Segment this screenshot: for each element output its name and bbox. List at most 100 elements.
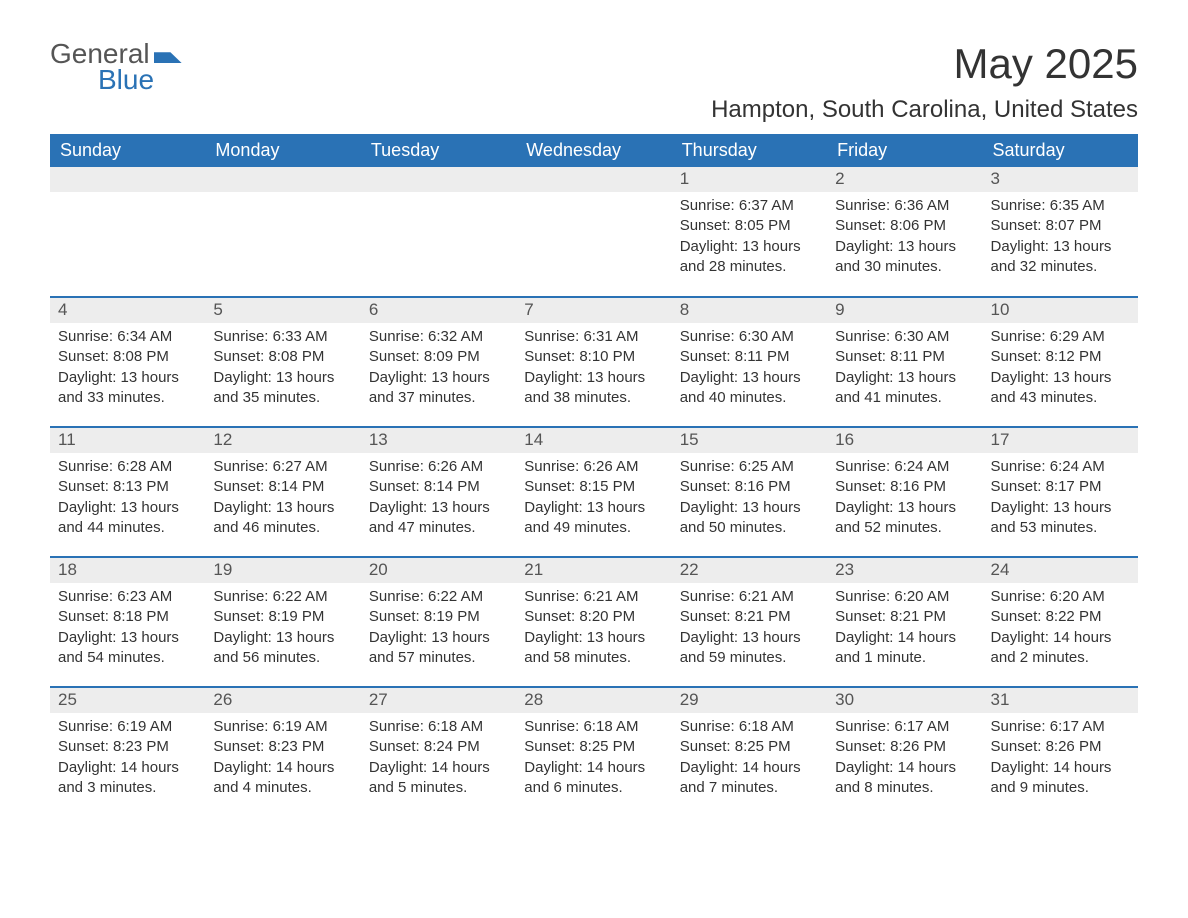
daylight-line-label: Daylight: bbox=[369, 629, 427, 646]
day-body: Sunrise: 6:19 AMSunset: 8:23 PMDaylight:… bbox=[205, 713, 360, 806]
sunrise-line: Sunrise: 6:22 AM bbox=[369, 587, 508, 607]
daylight-line: Daylight: 14 hours and 4 minutes. bbox=[213, 758, 352, 799]
header: General Blue May 2025 Hampton, South Car… bbox=[50, 40, 1138, 124]
calendar-day-cell: 6Sunrise: 6:32 AMSunset: 8:09 PMDaylight… bbox=[361, 297, 516, 427]
sunrise-line-value: 6:21 AM bbox=[583, 588, 638, 605]
day-number-bar: 3 bbox=[983, 167, 1138, 192]
day-number-bar: 1 bbox=[672, 167, 827, 192]
sunset-line-value: 8:18 PM bbox=[113, 608, 169, 625]
calendar-day-cell: 23Sunrise: 6:20 AMSunset: 8:21 PMDayligh… bbox=[827, 557, 982, 687]
sunrise-line-label: Sunrise: bbox=[991, 718, 1046, 735]
day-body: Sunrise: 6:31 AMSunset: 8:10 PMDaylight:… bbox=[516, 323, 671, 416]
day-body: Sunrise: 6:21 AMSunset: 8:20 PMDaylight:… bbox=[516, 583, 671, 676]
sunrise-line-value: 6:25 AM bbox=[739, 458, 794, 475]
sunset-line: Sunset: 8:14 PM bbox=[213, 477, 352, 497]
sunrise-line-value: 6:30 AM bbox=[894, 328, 949, 345]
sunset-line-label: Sunset: bbox=[835, 217, 886, 234]
sunset-line-label: Sunset: bbox=[58, 478, 109, 495]
sunrise-line-value: 6:19 AM bbox=[273, 718, 328, 735]
sunrise-line-label: Sunrise: bbox=[369, 588, 424, 605]
sunrise-line: Sunrise: 6:29 AM bbox=[991, 327, 1130, 347]
calendar-day-cell: 29Sunrise: 6:18 AMSunset: 8:25 PMDayligh… bbox=[672, 687, 827, 817]
day-body: Sunrise: 6:20 AMSunset: 8:22 PMDaylight:… bbox=[983, 583, 1138, 676]
sunset-line: Sunset: 8:06 PM bbox=[835, 216, 974, 236]
sunset-line-value: 8:21 PM bbox=[735, 608, 791, 625]
sunrise-line: Sunrise: 6:27 AM bbox=[213, 457, 352, 477]
daylight-line-label: Daylight: bbox=[58, 499, 116, 516]
sunrise-line-value: 6:17 AM bbox=[1050, 718, 1105, 735]
sunrise-line-label: Sunrise: bbox=[680, 328, 735, 345]
daylight-line: Daylight: 13 hours and 46 minutes. bbox=[213, 498, 352, 539]
sunrise-line-label: Sunrise: bbox=[991, 458, 1046, 475]
sunrise-line-label: Sunrise: bbox=[369, 328, 424, 345]
daylight-line-label: Daylight: bbox=[213, 499, 271, 516]
weekday-header: Tuesday bbox=[361, 134, 516, 167]
sunset-line-label: Sunset: bbox=[58, 738, 109, 755]
calendar-day-cell: 22Sunrise: 6:21 AMSunset: 8:21 PMDayligh… bbox=[672, 557, 827, 687]
sunset-line: Sunset: 8:24 PM bbox=[369, 737, 508, 757]
daylight-line-label: Daylight: bbox=[213, 369, 271, 386]
weekday-header: Wednesday bbox=[516, 134, 671, 167]
calendar-day-cell: 3Sunrise: 6:35 AMSunset: 8:07 PMDaylight… bbox=[983, 167, 1138, 297]
sunset-line-value: 8:12 PM bbox=[1046, 348, 1102, 365]
sunset-line-label: Sunset: bbox=[991, 217, 1042, 234]
sunset-line-value: 8:21 PM bbox=[890, 608, 946, 625]
daylight-line: Daylight: 14 hours and 9 minutes. bbox=[991, 758, 1130, 799]
sunrise-line-value: 6:30 AM bbox=[739, 328, 794, 345]
day-number-bar: 28 bbox=[516, 688, 671, 713]
daylight-line-label: Daylight: bbox=[524, 369, 582, 386]
calendar-day-cell: 25Sunrise: 6:19 AMSunset: 8:23 PMDayligh… bbox=[50, 687, 205, 817]
day-number-bar: 23 bbox=[827, 558, 982, 583]
calendar-day-cell: 19Sunrise: 6:22 AMSunset: 8:19 PMDayligh… bbox=[205, 557, 360, 687]
daylight-line: Daylight: 13 hours and 28 minutes. bbox=[680, 237, 819, 278]
daylight-line: Daylight: 13 hours and 50 minutes. bbox=[680, 498, 819, 539]
daylight-line: Daylight: 13 hours and 43 minutes. bbox=[991, 368, 1130, 409]
sunset-line-value: 8:07 PM bbox=[1046, 217, 1102, 234]
day-body: Sunrise: 6:20 AMSunset: 8:21 PMDaylight:… bbox=[827, 583, 982, 676]
day-number-bar: 2 bbox=[827, 167, 982, 192]
sunrise-line: Sunrise: 6:28 AM bbox=[58, 457, 197, 477]
calendar-week-row: 18Sunrise: 6:23 AMSunset: 8:18 PMDayligh… bbox=[50, 557, 1138, 687]
calendar-day-cell: 13Sunrise: 6:26 AMSunset: 8:14 PMDayligh… bbox=[361, 427, 516, 557]
day-number-bar: 9 bbox=[827, 298, 982, 323]
sunset-line: Sunset: 8:05 PM bbox=[680, 216, 819, 236]
day-number-bar: 20 bbox=[361, 558, 516, 583]
daylight-line-label: Daylight: bbox=[680, 759, 738, 776]
calendar-day-cell: 17Sunrise: 6:24 AMSunset: 8:17 PMDayligh… bbox=[983, 427, 1138, 557]
sunrise-line-value: 6:26 AM bbox=[583, 458, 638, 475]
sunset-line: Sunset: 8:23 PM bbox=[58, 737, 197, 757]
sunrise-line: Sunrise: 6:18 AM bbox=[680, 717, 819, 737]
sunrise-line-label: Sunrise: bbox=[524, 718, 579, 735]
sunrise-line-value: 6:31 AM bbox=[583, 328, 638, 345]
sunrise-line: Sunrise: 6:30 AM bbox=[680, 327, 819, 347]
sunrise-line-value: 6:19 AM bbox=[117, 718, 172, 735]
sunrise-line-value: 6:26 AM bbox=[428, 458, 483, 475]
sunset-line-label: Sunset: bbox=[991, 738, 1042, 755]
daylight-line: Daylight: 13 hours and 41 minutes. bbox=[835, 368, 974, 409]
day-number-bar-empty bbox=[205, 167, 360, 192]
daylight-line: Daylight: 13 hours and 56 minutes. bbox=[213, 628, 352, 669]
sunrise-line: Sunrise: 6:24 AM bbox=[835, 457, 974, 477]
sunrise-line-value: 6:34 AM bbox=[117, 328, 172, 345]
sunrise-line-label: Sunrise: bbox=[213, 328, 268, 345]
day-body: Sunrise: 6:36 AMSunset: 8:06 PMDaylight:… bbox=[827, 192, 982, 285]
sunrise-line-label: Sunrise: bbox=[680, 458, 735, 475]
sunset-line: Sunset: 8:25 PM bbox=[680, 737, 819, 757]
sunset-line-value: 8:11 PM bbox=[735, 348, 790, 365]
weekday-header: Sunday bbox=[50, 134, 205, 167]
sunset-line: Sunset: 8:16 PM bbox=[680, 477, 819, 497]
day-body: Sunrise: 6:19 AMSunset: 8:23 PMDaylight:… bbox=[50, 713, 205, 806]
day-number-bar: 22 bbox=[672, 558, 827, 583]
sunrise-line-value: 6:24 AM bbox=[1050, 458, 1105, 475]
calendar-day-cell: 24Sunrise: 6:20 AMSunset: 8:22 PMDayligh… bbox=[983, 557, 1138, 687]
sunrise-line-value: 6:18 AM bbox=[739, 718, 794, 735]
daylight-line-label: Daylight: bbox=[524, 499, 582, 516]
daylight-line-label: Daylight: bbox=[680, 238, 738, 255]
weekday-header: Monday bbox=[205, 134, 360, 167]
sunset-line-label: Sunset: bbox=[835, 478, 886, 495]
daylight-line: Daylight: 13 hours and 40 minutes. bbox=[680, 368, 819, 409]
sunset-line-value: 8:25 PM bbox=[735, 738, 791, 755]
sunset-line-value: 8:25 PM bbox=[579, 738, 635, 755]
calendar-table: SundayMondayTuesdayWednesdayThursdayFrid… bbox=[50, 134, 1138, 817]
sunset-line: Sunset: 8:21 PM bbox=[835, 607, 974, 627]
